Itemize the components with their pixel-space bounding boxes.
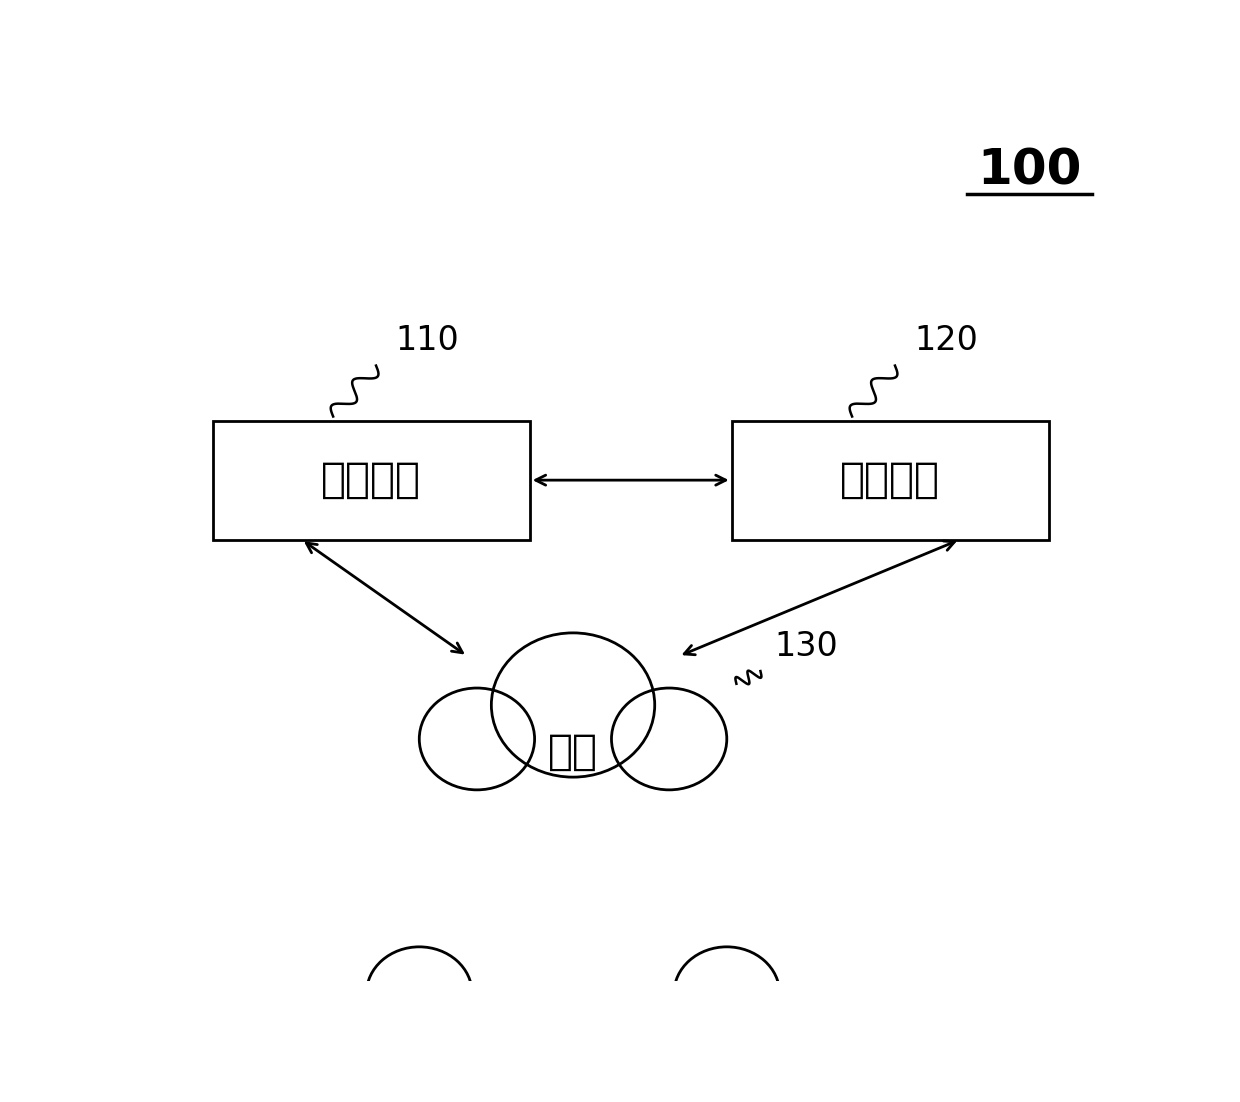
FancyBboxPatch shape <box>213 421 529 540</box>
Circle shape <box>611 688 727 790</box>
Circle shape <box>491 633 655 777</box>
Text: 计算设备: 计算设备 <box>841 460 940 501</box>
Circle shape <box>444 1066 568 1102</box>
Circle shape <box>578 1066 703 1102</box>
Circle shape <box>367 947 472 1040</box>
Text: 100: 100 <box>977 147 1081 194</box>
Text: 110: 110 <box>396 324 459 357</box>
Circle shape <box>419 688 534 790</box>
FancyBboxPatch shape <box>732 421 1049 540</box>
Text: 网络: 网络 <box>548 731 598 773</box>
Text: 成像设备: 成像设备 <box>321 460 422 501</box>
Text: 120: 120 <box>914 324 978 357</box>
Text: 130: 130 <box>775 629 838 662</box>
Circle shape <box>675 947 780 1040</box>
